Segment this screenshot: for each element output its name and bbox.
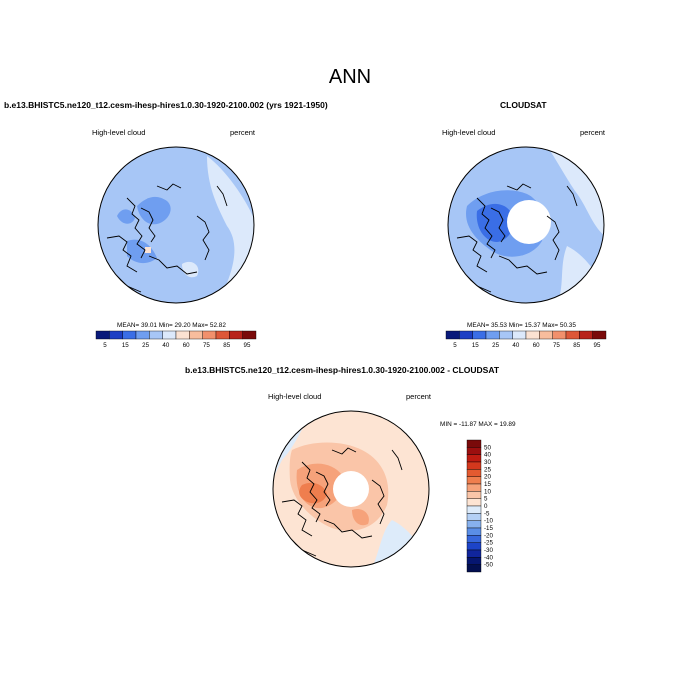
panel-2-map [447,146,605,304]
panel-3-units-label: percent [406,392,432,401]
colorbar-tick-label: 60 [533,342,540,349]
colorbar-swatch [466,483,482,492]
colorbar-tick-label: 60 [183,342,190,349]
colorbar-tick-label: 85 [223,342,230,349]
panel-2-units-label: percent [580,128,606,137]
colorbar-swatch [229,330,243,340]
colorbar-swatch [592,330,607,340]
colorbar-swatch [189,330,203,340]
colorbar-tick-label: 30 [484,459,491,466]
colorbar-swatch [459,330,473,340]
colorbar-tick-label: 85 [573,342,580,349]
colorbar-swatch [466,520,482,529]
colorbar-tick-label: -10 [484,518,494,525]
colorbar-swatch [539,330,553,340]
colorbar-swatch [466,564,482,573]
colorbar-tick-label: 95 [594,342,601,349]
panel-1-units-label: percent [230,128,256,137]
panel-3-stats: MIN = -11.87 MAX = 19.89 [440,421,516,428]
panel-1-title: b.e13.BHISTC5.ne120_t12.cesm-ihesp-hires… [4,100,328,110]
colorbar-tick-label: 5 [103,342,107,349]
colorbar-tick-label: 40 [512,342,519,349]
figure-title: ANN [328,66,372,88]
colorbar-tick-label: -20 [484,532,494,539]
colorbar-swatch [445,330,460,340]
panel-3-title: b.e13.BHISTC5.ne120_t12.cesm-ihesp-hires… [185,365,500,375]
colorbar-swatch [466,491,482,499]
colorbar-tick-label: 20 [484,474,491,481]
colorbar-tick-label: 15 [122,342,129,349]
colorbar-swatch [565,330,580,340]
panel-3-map [272,410,430,568]
colorbar-swatch [162,330,177,340]
colorbar-swatch [122,330,137,340]
colorbar-swatch [242,330,257,340]
colorbar-tick-label: 50 [484,444,491,451]
panel-1-stats: MEAN= 39.01 Min= 29.20 Max= 52.82 [117,322,226,329]
colorbar-swatch [466,527,482,536]
panel-1-colorbar: 5 15 25 40 60 75 85 95 [95,330,257,349]
colorbar-tick-label: -30 [484,547,494,554]
colorbar-swatch [135,330,150,340]
colorbar-swatch [466,505,482,514]
colorbar-swatch [466,476,482,485]
colorbar-tick-label: -25 [484,540,494,547]
colorbar-tick-label: 75 [553,342,560,349]
colorbar-swatch [466,454,482,463]
colorbar-tick-label: -50 [484,562,494,569]
colorbar-tick-label: 40 [162,342,169,349]
colorbar-swatch [466,469,482,477]
colorbar-tick-label: 40 [484,452,491,459]
colorbar-swatch [552,330,567,340]
colorbar-swatch [466,549,482,558]
colorbar-tick-label: 0 [484,503,488,510]
colorbar-tick-label: 5 [453,342,457,349]
colorbar-swatch [466,439,482,448]
colorbar-swatch [466,447,482,455]
colorbar-swatch [95,330,110,340]
colorbar-swatch [466,535,482,543]
colorbar-tick-label: -40 [484,554,494,561]
colorbar-swatch [466,461,482,470]
panel-1-map [97,146,255,304]
colorbar-swatch [466,513,482,521]
colorbar-tick-label: 75 [203,342,210,349]
colorbar-swatch [466,542,482,551]
colorbar-tick-label: 15 [472,342,479,349]
colorbar-swatch [149,330,163,340]
colorbar-tick-label: 25 [142,342,149,349]
colorbar-swatch [202,330,217,340]
colorbar-swatch [466,498,482,507]
colorbar-tick-label: -5 [484,510,490,517]
colorbar-swatch [175,330,190,340]
colorbar-tick-label: 25 [492,342,499,349]
colorbar-tick-label: -15 [484,525,494,532]
panel-2-stats: MEAN= 35.53 Min= 15.37 Max= 50.35 [467,322,576,329]
colorbar-swatch [109,330,123,340]
colorbar-swatch [215,330,230,340]
colorbar-tick-label: 95 [244,342,251,349]
colorbar-swatch [485,330,500,340]
panel-2-variable-label: High-level cloud [442,128,496,137]
colorbar-swatch [512,330,527,340]
colorbar-tick-label: 15 [484,481,491,488]
colorbar-tick-label: 25 [484,466,491,473]
panel-1-variable-label: High-level cloud [92,128,146,137]
panel-2-title: CLOUDSAT [500,100,547,110]
colorbar-swatch [525,330,540,340]
panel-3-variable-label: High-level cloud [268,392,322,401]
colorbar-tick-label: 5 [484,496,488,503]
colorbar-swatch [499,330,513,340]
panel-2-colorbar: 5 15 25 40 60 75 85 95 [445,330,607,349]
colorbar-tick-label: 10 [484,488,491,495]
colorbar-swatch [466,557,482,565]
colorbar-swatch [472,330,487,340]
colorbar-swatch [579,330,593,340]
